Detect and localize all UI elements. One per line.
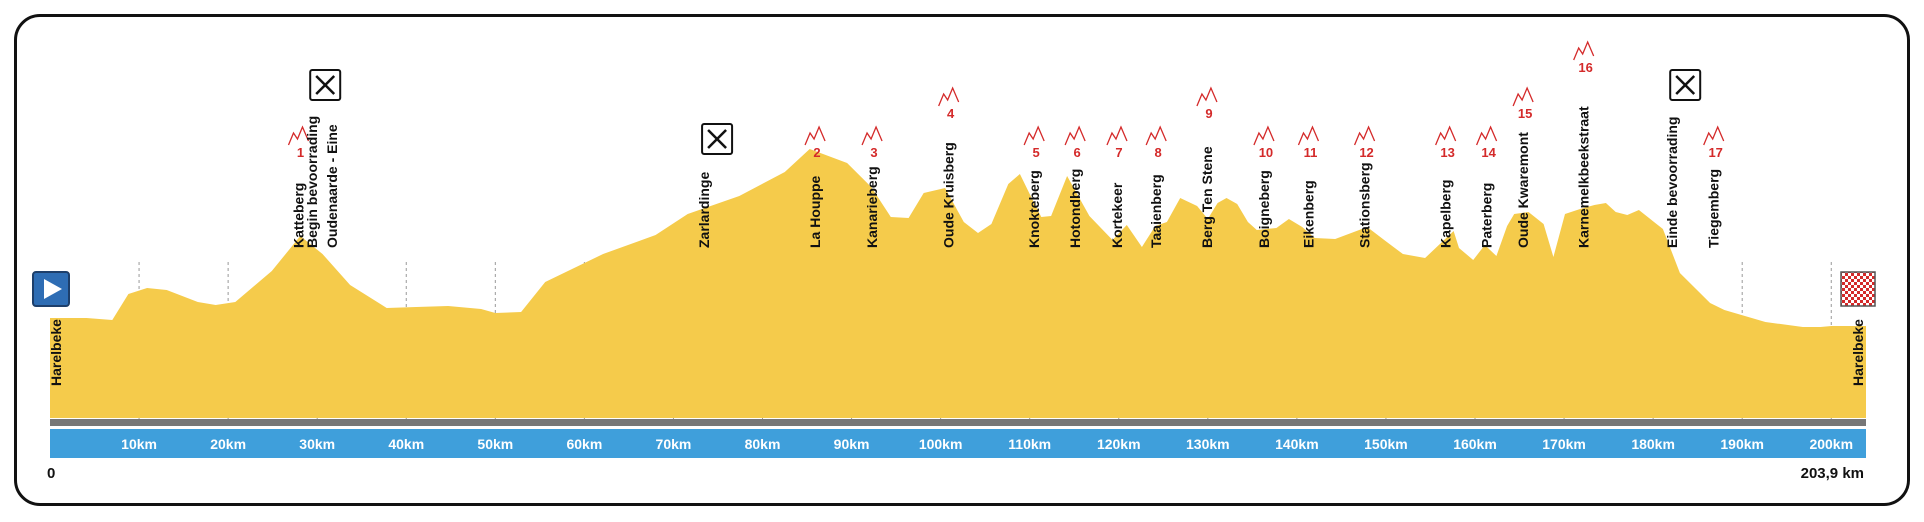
climb-name-label: Kapelberg	[1438, 180, 1454, 248]
road-bar	[50, 419, 1866, 426]
km-tick-label: 90km	[834, 436, 870, 452]
climb-mountain-icon	[1023, 125, 1045, 146]
feed-zone-label: Einde bevoorrading	[1664, 117, 1680, 248]
climb-name-label: Hotondberg	[1067, 169, 1083, 248]
climb-number: 4	[947, 106, 955, 121]
feed-zone-label: Oudenaarde - Eine	[324, 124, 340, 248]
climb-mountain-icon	[1145, 125, 1167, 146]
climb-mountain-icon	[287, 125, 310, 146]
climb-number: 13	[1440, 145, 1454, 160]
climb-mountain-icon	[1297, 125, 1320, 146]
km-bar	[50, 429, 1866, 458]
km-tick-label: 170km	[1542, 436, 1586, 452]
road-bar-gap	[50, 426, 1866, 429]
climb-name-label: Stationsberg	[1357, 162, 1373, 248]
feed-zone-icon	[309, 69, 342, 101]
km-tick-label: 190km	[1720, 436, 1764, 452]
climb-number: 3	[870, 145, 877, 160]
km-tick-label: 130km	[1186, 436, 1230, 452]
finish-place-label: Harelbeke	[1850, 319, 1866, 386]
climb-name-label: Oude Kwaremont	[1515, 132, 1531, 248]
start-km-label: 0	[47, 465, 55, 482]
climb-mountain-icon	[861, 125, 883, 146]
elevation-profile	[50, 149, 1866, 418]
km-tick-label: 60km	[566, 436, 602, 452]
climb-number: 11	[1304, 145, 1318, 160]
climb-mountain-icon	[1703, 125, 1725, 146]
climb-number: 10	[1259, 145, 1273, 160]
feed-zone-icon	[701, 123, 734, 155]
climb-name-label: Boigneberg	[1256, 170, 1272, 248]
start-place-label: Harelbeke	[48, 319, 64, 386]
climb-number: 12	[1359, 145, 1373, 160]
km-tick-label: 70km	[656, 436, 692, 452]
climb-name-label: Katteberg	[290, 183, 306, 248]
km-tick-label: 80km	[745, 436, 781, 452]
fork-icon	[707, 129, 727, 149]
climb-mountain-icon	[1253, 125, 1275, 146]
climb-name-label: Tiegemberg	[1706, 169, 1722, 248]
km-tick-label: 20km	[210, 436, 246, 452]
fork-icon	[315, 75, 336, 95]
climb-mountain-icon	[1475, 125, 1498, 146]
climb-number: 9	[1205, 106, 1212, 121]
km-tick-label: 180km	[1631, 436, 1675, 452]
climb-name-label: Eikenberg	[1300, 180, 1316, 248]
feed-zone-icon	[1669, 69, 1702, 101]
climb-name-label: Kortekeer	[1109, 182, 1125, 248]
climb-mountain-icon	[1435, 125, 1457, 146]
climb-number: 17	[1708, 145, 1722, 160]
finish-km-label: 203,9 km	[1801, 465, 1864, 482]
fork-icon	[1675, 75, 1696, 95]
km-tick-label: 50km	[477, 436, 513, 452]
climb-mountain-icon	[1353, 125, 1376, 146]
climb-number: 16	[1578, 60, 1592, 75]
climb-number: 6	[1074, 145, 1081, 160]
climb-name-label: La Houppe	[807, 175, 823, 248]
climb-name-label: Taaienberg	[1148, 174, 1164, 248]
finish-flag-icon	[1840, 271, 1876, 307]
play-icon	[44, 279, 62, 299]
km-tick-label: 120km	[1097, 436, 1141, 452]
climb-name-label: Berg Ten Stene	[1199, 146, 1215, 248]
climb-mountain-icon	[1064, 125, 1086, 146]
climb-number: 15	[1518, 106, 1532, 121]
km-tick-label: 150km	[1364, 436, 1408, 452]
climb-mountain-icon	[1106, 125, 1128, 146]
climb-number: 5	[1033, 145, 1040, 160]
climb-number: 2	[813, 145, 820, 160]
km-tick-label: 160km	[1453, 436, 1497, 452]
km-tick-label: 40km	[388, 436, 424, 452]
km-tick-label: 10km	[121, 436, 157, 452]
km-tick-label: 140km	[1275, 436, 1319, 452]
climb-number: 8	[1155, 145, 1162, 160]
climb-number: 1	[297, 145, 304, 160]
climb-name-label: Paterberg	[1479, 183, 1495, 248]
climb-mountain-icon	[938, 86, 960, 107]
km-tick-label: 100km	[919, 436, 963, 452]
climb-mountain-icon	[1573, 40, 1595, 61]
km-tick-label: 200km	[1809, 436, 1853, 452]
climb-name-label: Karnemelkbeekstraat	[1576, 106, 1592, 248]
km-tick-label: 30km	[299, 436, 335, 452]
climb-number: 7	[1115, 145, 1122, 160]
climb-name-label: Knokteberg	[1026, 170, 1042, 248]
feed-zone-label: Zarlardinge	[696, 172, 712, 248]
climb-mountain-icon	[1196, 86, 1218, 107]
climb-mountain-icon	[1512, 86, 1534, 107]
km-tick-label: 110km	[1008, 436, 1051, 452]
feed-zone-label: Begin bevoorrading	[304, 116, 320, 248]
climb-number: 14	[1481, 145, 1496, 160]
climb-name-label: Kanarieberg	[864, 166, 880, 248]
climb-mountain-icon	[804, 125, 826, 146]
climb-name-label: Oude Kruisberg	[941, 142, 957, 248]
